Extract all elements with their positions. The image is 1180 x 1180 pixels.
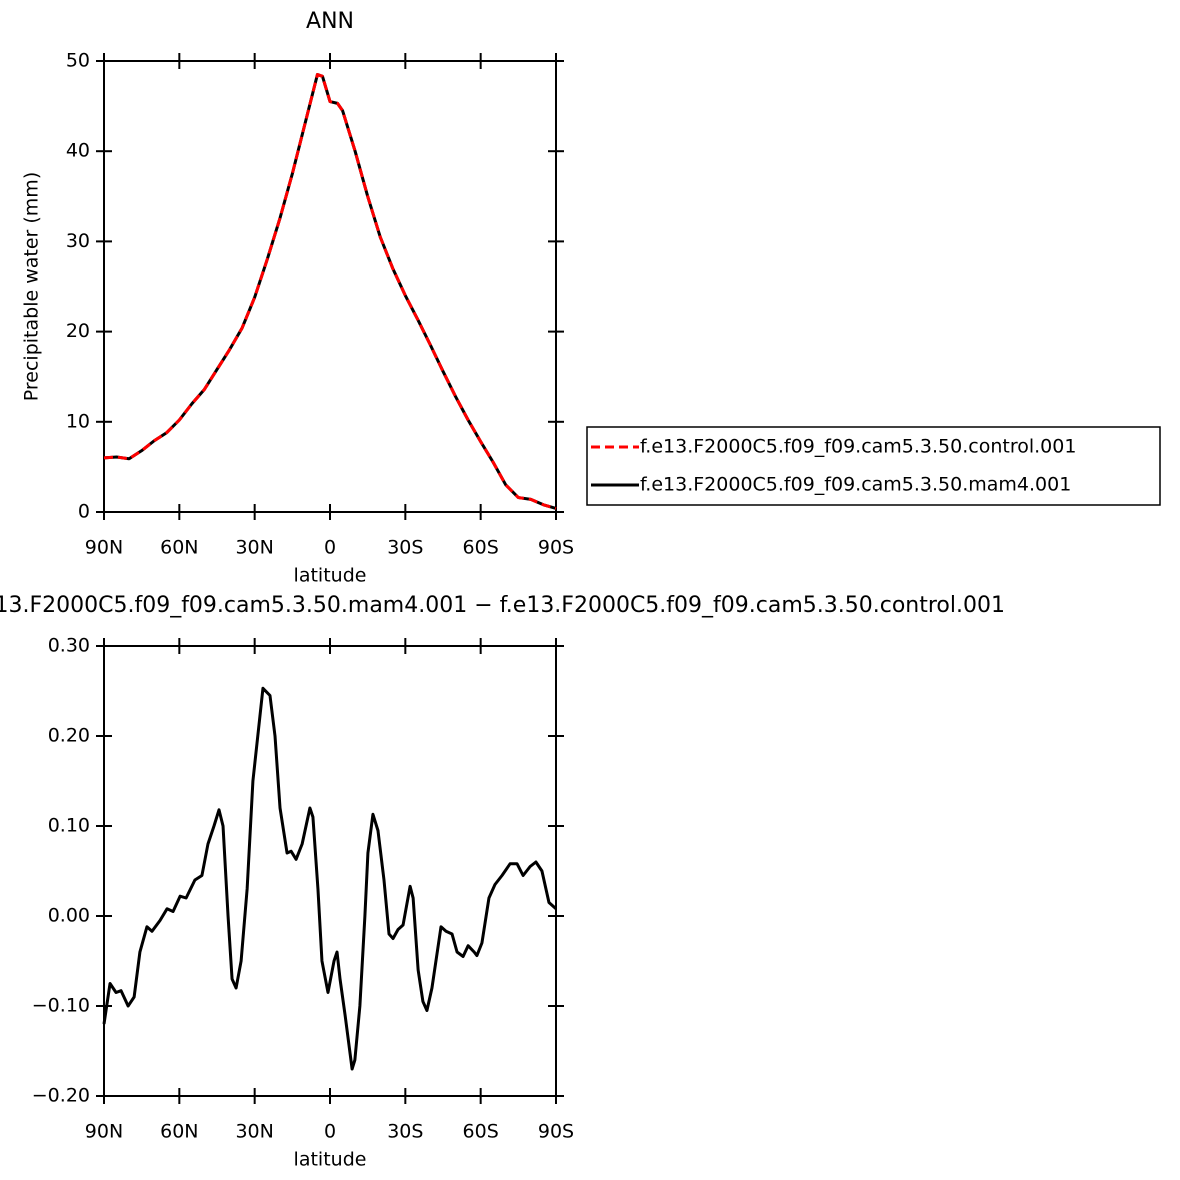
y-tick-label: 40	[66, 140, 90, 162]
y-tick-label: 20	[66, 320, 90, 342]
y-tick-label: 10	[66, 410, 90, 432]
x-tick-label: 90S	[538, 537, 574, 559]
x-tick-label: 0	[324, 537, 336, 559]
x-axis-label: latitude	[294, 1149, 367, 1171]
x-tick-label: 30S	[387, 1121, 423, 1143]
x-tick-label: 30N	[235, 1121, 273, 1143]
x-tick-label: 30N	[235, 537, 273, 559]
x-tick-label: 60N	[160, 1121, 198, 1143]
x-tick-label: 60S	[463, 537, 499, 559]
y-tick-label: 0.00	[48, 905, 90, 927]
y-tick-label: 50	[66, 50, 90, 72]
legend-label: f.e13.F2000C5.f09_f09.cam5.3.50.control.…	[640, 436, 1076, 458]
x-tick-label: 60S	[463, 1121, 499, 1143]
x-tick-label: 90N	[85, 537, 123, 559]
plot-frame	[103, 645, 557, 1097]
x-tick-label: 90N	[85, 1121, 123, 1143]
legend-box	[586, 426, 1161, 506]
data-line	[102, 686, 558, 1071]
y-tick-label: 0.10	[48, 815, 90, 837]
y-tick-label: 30	[66, 230, 90, 252]
y-tick-label: 0.30	[48, 635, 90, 657]
y-tick-label: 0.20	[48, 725, 90, 747]
plot-frame	[103, 60, 557, 513]
legend-label: f.e13.F2000C5.f09_f09.cam5.3.50.mam4.001	[640, 474, 1071, 496]
y-tick-label: 0	[78, 501, 90, 523]
x-axis-label: latitude	[294, 565, 367, 587]
data-line	[103, 73, 557, 510]
chart-title: ANN	[306, 9, 354, 34]
y-tick-label: −0.10	[32, 995, 90, 1017]
x-tick-label: 60N	[160, 537, 198, 559]
data-line	[103, 73, 557, 510]
x-tick-label: 0	[324, 1121, 336, 1143]
y-axis-label: Precipitable water (mm)	[21, 172, 43, 401]
x-tick-label: 30S	[387, 537, 423, 559]
y-tick-label: −0.20	[32, 1085, 90, 1107]
chart-title: f.e13.F2000C5.f09_f09.cam5.3.50.mam4.001…	[0, 593, 1005, 618]
x-tick-label: 90S	[538, 1121, 574, 1143]
